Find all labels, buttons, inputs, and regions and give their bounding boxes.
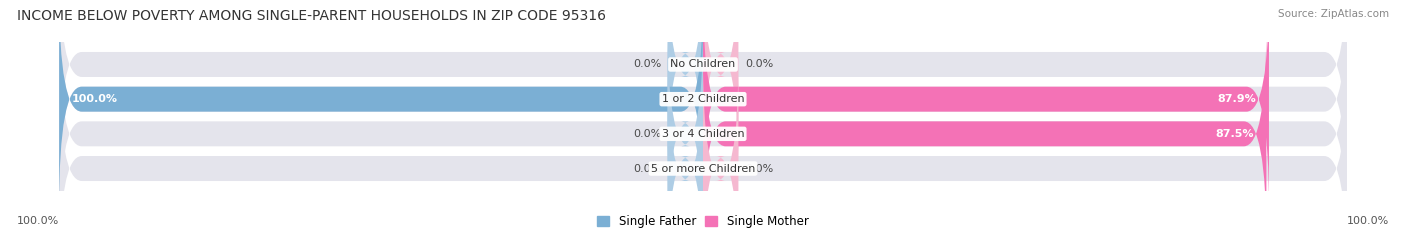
FancyBboxPatch shape [668, 25, 703, 233]
Text: 0.0%: 0.0% [745, 164, 773, 174]
Text: 0.0%: 0.0% [745, 59, 773, 69]
Text: 0.0%: 0.0% [633, 129, 661, 139]
Text: 87.5%: 87.5% [1215, 129, 1254, 139]
Text: 100.0%: 100.0% [1347, 216, 1389, 226]
Text: 3 or 4 Children: 3 or 4 Children [662, 129, 744, 139]
Text: 0.0%: 0.0% [633, 164, 661, 174]
FancyBboxPatch shape [59, 0, 703, 208]
FancyBboxPatch shape [703, 60, 738, 233]
FancyBboxPatch shape [703, 25, 1267, 233]
FancyBboxPatch shape [59, 60, 1347, 233]
FancyBboxPatch shape [703, 0, 738, 173]
Text: 0.0%: 0.0% [633, 59, 661, 69]
Text: 87.9%: 87.9% [1218, 94, 1256, 104]
FancyBboxPatch shape [668, 0, 703, 173]
Text: INCOME BELOW POVERTY AMONG SINGLE-PARENT HOUSEHOLDS IN ZIP CODE 95316: INCOME BELOW POVERTY AMONG SINGLE-PARENT… [17, 9, 606, 23]
FancyBboxPatch shape [703, 0, 1270, 208]
Text: 1 or 2 Children: 1 or 2 Children [662, 94, 744, 104]
Text: 100.0%: 100.0% [17, 216, 59, 226]
FancyBboxPatch shape [59, 25, 1347, 233]
Text: Source: ZipAtlas.com: Source: ZipAtlas.com [1278, 9, 1389, 19]
Text: 5 or more Children: 5 or more Children [651, 164, 755, 174]
FancyBboxPatch shape [668, 60, 703, 233]
Text: 100.0%: 100.0% [72, 94, 118, 104]
FancyBboxPatch shape [59, 0, 1347, 208]
Text: No Children: No Children [671, 59, 735, 69]
FancyBboxPatch shape [59, 0, 1347, 173]
Legend: Single Father, Single Mother: Single Father, Single Mother [593, 210, 813, 233]
